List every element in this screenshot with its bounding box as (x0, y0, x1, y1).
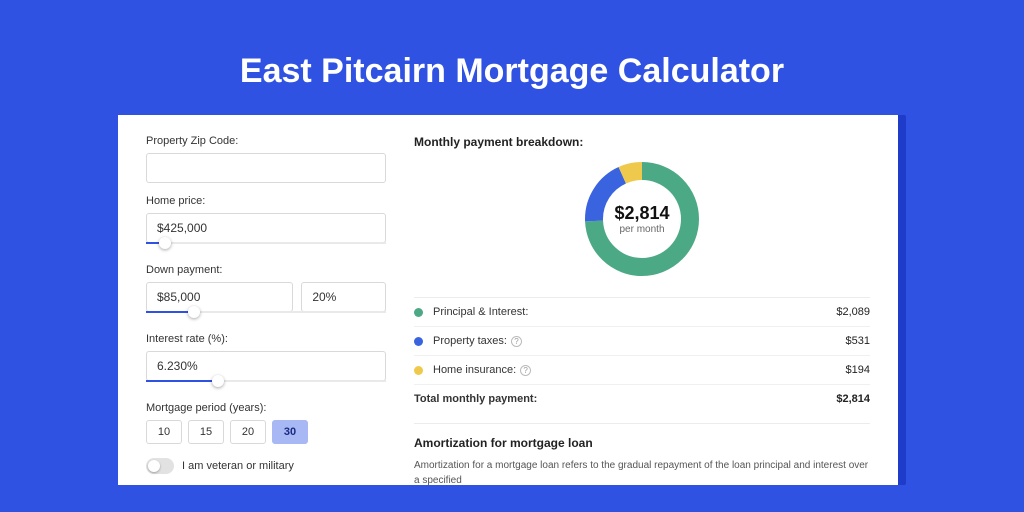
period-option-30[interactable]: 30 (272, 420, 308, 444)
slider-thumb[interactable] (159, 237, 171, 249)
veteran-label: I am veteran or military (182, 460, 294, 472)
period-option-15[interactable]: 15 (188, 420, 224, 444)
donut-amount: $2,814 (614, 203, 669, 224)
veteran-toggle[interactable] (146, 458, 174, 474)
legend-row: Home insurance: ?$194 (414, 355, 870, 384)
legend-dot (414, 366, 423, 375)
home-price-label: Home price: (146, 195, 386, 207)
calculator-card: Property Zip Code: Home price: Down paym… (118, 115, 898, 485)
period-option-10[interactable]: 10 (146, 420, 182, 444)
legend-value: $2,089 (836, 306, 870, 318)
amortization-title: Amortization for mortgage loan (414, 436, 870, 450)
down-payment-pct-input[interactable] (301, 282, 386, 312)
legend-value: $194 (846, 364, 870, 376)
total-label: Total monthly payment: (414, 393, 836, 405)
total-row: Total monthly payment: $2,814 (414, 384, 870, 413)
period-options: 10152030 (146, 420, 386, 444)
page-title: East Pitcairn Mortgage Calculator (240, 52, 784, 91)
breakdown-title: Monthly payment breakdown: (414, 135, 870, 149)
down-payment-amount-input[interactable] (146, 282, 293, 312)
interest-slider[interactable] (146, 380, 386, 390)
breakdown-column: Monthly payment breakdown: $2,814 per mo… (414, 135, 870, 485)
legend-label: Home insurance: ? (433, 364, 846, 376)
interest-input[interactable] (146, 351, 386, 381)
zip-label: Property Zip Code: (146, 135, 386, 147)
legend-row: Principal & Interest:$2,089 (414, 297, 870, 326)
home-price-input[interactable] (146, 213, 386, 243)
legend-label: Principal & Interest: (433, 306, 836, 318)
slider-thumb[interactable] (188, 306, 200, 318)
legend-label: Property taxes: ? (433, 335, 846, 347)
zip-input[interactable] (146, 153, 386, 183)
amortization-text: Amortization for a mortgage loan refers … (414, 458, 870, 485)
period-label: Mortgage period (years): (146, 402, 386, 414)
down-payment-label: Down payment: (146, 264, 386, 276)
legend-row: Property taxes: ?$531 (414, 326, 870, 355)
form-column: Property Zip Code: Home price: Down paym… (146, 135, 386, 485)
interest-label: Interest rate (%): (146, 333, 386, 345)
home-price-slider[interactable] (146, 242, 386, 252)
total-value: $2,814 (836, 393, 870, 405)
slider-thumb[interactable] (212, 375, 224, 387)
help-icon[interactable]: ? (511, 336, 522, 347)
payment-donut-chart: $2,814 per month (582, 159, 702, 279)
period-option-20[interactable]: 20 (230, 420, 266, 444)
down-payment-slider[interactable] (146, 311, 386, 321)
legend: Principal & Interest:$2,089Property taxe… (414, 297, 870, 384)
legend-dot (414, 337, 423, 346)
donut-per-month: per month (619, 224, 664, 235)
legend-dot (414, 308, 423, 317)
card-shadow: Property Zip Code: Home price: Down paym… (118, 115, 906, 485)
help-icon[interactable]: ? (520, 365, 531, 376)
legend-value: $531 (846, 335, 870, 347)
amortization-section: Amortization for mortgage loan Amortizat… (414, 423, 870, 485)
